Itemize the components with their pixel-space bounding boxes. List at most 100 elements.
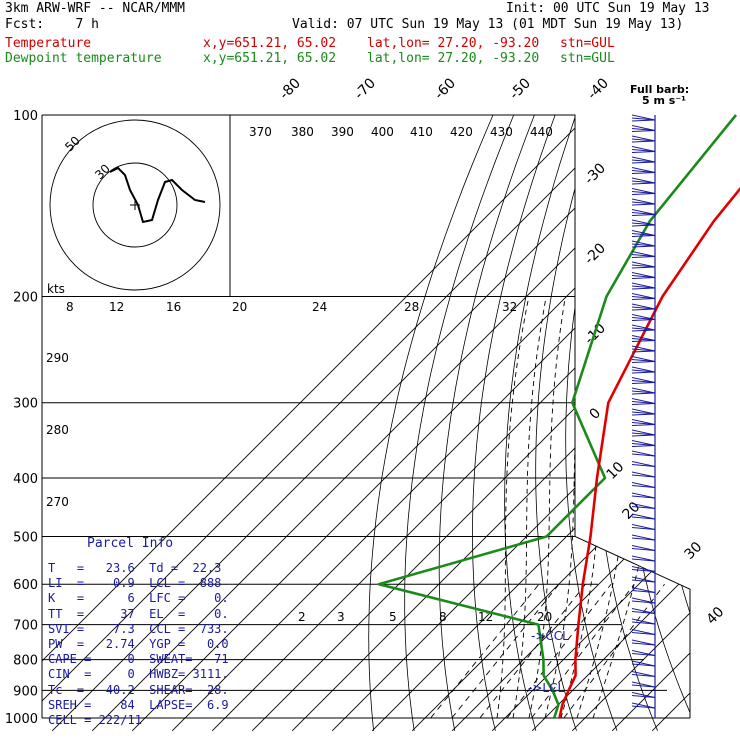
wind-barb xyxy=(631,203,656,206)
ccl-mark: ->CCL xyxy=(531,629,569,643)
dew-legend-label: Dewpoint temperature xyxy=(5,51,162,66)
isotherm-line xyxy=(291,115,690,732)
wind-barb xyxy=(631,434,656,437)
wind-barb xyxy=(631,569,656,572)
wind-barb xyxy=(631,329,656,332)
isotherm-label: 20 xyxy=(620,499,644,523)
parcel-info-row: TT = 37 EL = 0. xyxy=(48,606,229,621)
dew-legend-stn: stn=GUL xyxy=(560,51,615,66)
wind-barb xyxy=(631,632,656,635)
wind-barb xyxy=(631,214,656,216)
isotherm-label: 0 xyxy=(587,405,605,423)
pressure-label: 1000 xyxy=(5,712,38,727)
wind-barb xyxy=(631,485,656,488)
wind-barb xyxy=(631,193,656,195)
wind-barb xyxy=(631,224,656,227)
valid-time: Valid: 07 UTC Sun 19 May 13 (01 MDT Sun … xyxy=(292,17,684,32)
isotherm-label: 40 xyxy=(704,604,728,628)
wind-barb xyxy=(631,371,656,374)
hodograph-speed-label: 24 xyxy=(312,300,327,314)
isotherm-label: -70 xyxy=(352,75,379,102)
mixing-ratio-label: 3 xyxy=(337,610,345,624)
hodograph-ring-label: 30 xyxy=(92,161,113,182)
isotherm-line xyxy=(651,115,690,732)
mixing-ratio-label: 8 xyxy=(439,610,447,624)
wind-barb xyxy=(631,403,656,405)
wind-barb xyxy=(631,424,656,426)
temp-legend-xy: x,y=651.21, 65.02 xyxy=(203,36,337,51)
wind-barb xyxy=(631,245,656,248)
pressure-label: 900 xyxy=(13,684,38,699)
mixing-ratio-label: 20 xyxy=(537,610,552,624)
parcel-info-row: CELL = 222/11 xyxy=(48,713,142,727)
wind-barb xyxy=(631,235,656,237)
isotherm-line xyxy=(491,115,690,732)
theta-label: 370 xyxy=(249,125,272,139)
wind-barb xyxy=(631,474,656,478)
moist-adiabat xyxy=(512,296,547,719)
isotherm-label: -40 xyxy=(585,75,612,102)
mixing-ratio-line xyxy=(563,583,665,719)
pressure-label: 200 xyxy=(13,291,38,306)
dry-adiabat xyxy=(728,87,740,730)
isotherm-label: -50 xyxy=(507,75,534,102)
wind-barb xyxy=(631,287,656,290)
wind-barb xyxy=(631,537,656,541)
hodograph-ring-outer xyxy=(49,119,221,291)
wind-barb xyxy=(631,464,656,467)
hodograph-unit-label: kts xyxy=(47,282,65,296)
hodograph-speed-label: 8 xyxy=(66,300,74,314)
parcel-info-row: PW = 2.74 YGP = 0.0 xyxy=(48,637,229,651)
wind-barb xyxy=(631,621,656,625)
dry-adiabat xyxy=(565,115,627,731)
isotherm-label: 10 xyxy=(604,459,628,483)
wind-barb xyxy=(631,495,656,499)
init-time: Init: 00 UTC Sun 19 May 13 xyxy=(506,1,710,16)
pressure-label: 600 xyxy=(13,578,38,593)
dry-adiabat xyxy=(438,115,546,731)
pressure-label: 500 xyxy=(13,530,38,545)
isotherm-label: 30 xyxy=(682,539,706,563)
theta-label: 270 xyxy=(46,495,69,509)
theta-label: 390 xyxy=(331,125,354,139)
hodograph-ring-inner xyxy=(92,162,178,248)
isotherm-line xyxy=(371,115,690,732)
hodograph-speed-label: 28 xyxy=(404,300,419,314)
wind-barb xyxy=(631,558,656,562)
isotherm-line xyxy=(251,115,690,732)
isotherm-line xyxy=(611,115,690,732)
theta-label: 380 xyxy=(291,125,314,139)
wind-barb xyxy=(631,579,656,583)
isotherm-line xyxy=(42,115,616,732)
theta-label: 440 xyxy=(530,125,553,139)
wind-barb xyxy=(631,695,656,698)
wind-barb xyxy=(631,600,656,604)
mixing-ratio-label: 5 xyxy=(389,610,397,624)
temp-legend-latlon: lat,lon= 27.20, -93.20 xyxy=(367,36,540,51)
hodograph-speed-label: 16 xyxy=(166,300,181,314)
theta-label: 430 xyxy=(490,125,513,139)
wind-barb xyxy=(631,361,656,363)
wind-barb-legend-title: Full barb: xyxy=(630,83,689,96)
mixing-ratio-line xyxy=(430,583,540,719)
wind-barb xyxy=(631,340,656,342)
wind-barb xyxy=(631,298,656,300)
dry-adiabat xyxy=(676,115,690,731)
temperature-profile xyxy=(558,186,740,719)
hodograph-trace xyxy=(109,166,206,224)
isotherm-line xyxy=(211,115,690,732)
parcel-info-row: T = 23.6 Td = 22.3 xyxy=(48,561,222,575)
parcel-info-row: SVI = 7.3 CCL = 733. xyxy=(48,621,229,636)
wind-barb xyxy=(631,172,656,174)
wind-barb xyxy=(631,392,656,395)
wind-barb xyxy=(631,182,656,185)
pressure-label: 800 xyxy=(13,654,38,669)
mixing-ratio-label: 2 xyxy=(298,610,306,624)
dew-legend-latlon: lat,lon= 27.20, -93.20 xyxy=(367,51,540,66)
model-title: 3km ARW-WRF -- NCAR/MMM xyxy=(5,1,186,16)
wind-barb xyxy=(631,319,656,321)
wind-barb xyxy=(631,350,656,353)
dewpoint-profile xyxy=(377,114,738,719)
